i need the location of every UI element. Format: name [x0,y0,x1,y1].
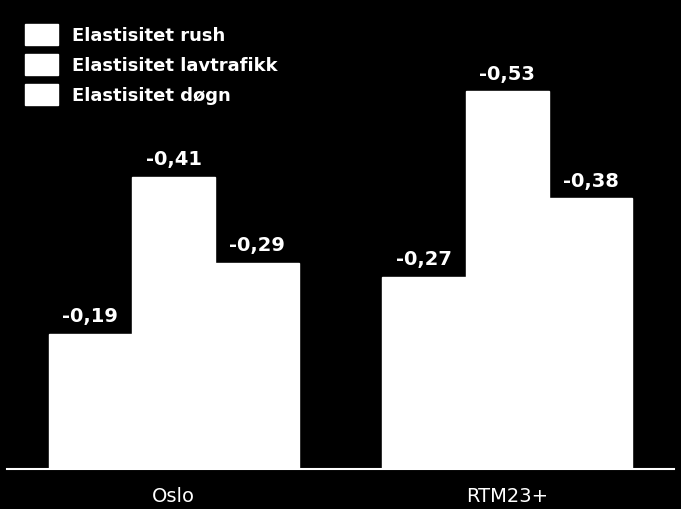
Bar [382,277,466,469]
Text: -0,38: -0,38 [563,172,618,190]
Text: -0,41: -0,41 [146,150,202,169]
Text: RTM23+: RTM23+ [466,486,548,504]
Bar [549,199,633,469]
Text: -0,19: -0,19 [63,307,118,326]
Bar [132,178,215,469]
Text: Oslo: Oslo [153,486,195,504]
Text: -0,27: -0,27 [396,250,452,269]
Bar [466,92,549,469]
Bar [48,334,132,469]
Text: -0,53: -0,53 [479,65,535,84]
Text: -0,29: -0,29 [229,236,285,254]
Legend: Elastisitet rush, Elastisitet lavtrafikk, Elastisitet døgn: Elastisitet rush, Elastisitet lavtrafikk… [16,16,287,115]
Bar [215,263,299,469]
